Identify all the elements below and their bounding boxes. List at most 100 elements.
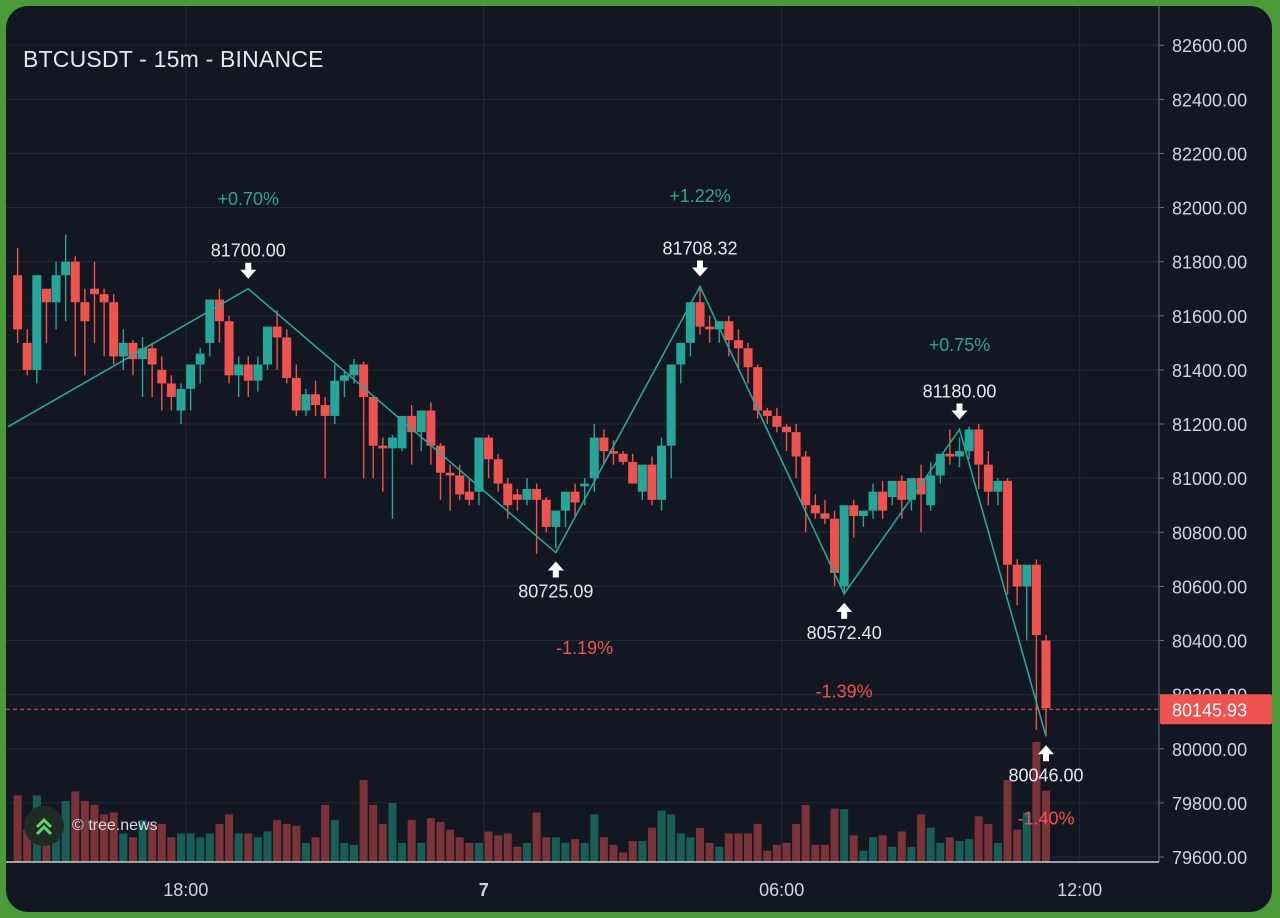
swing-low-label: 80046.00	[1008, 765, 1083, 785]
candle-body	[733, 340, 743, 349]
x-tick-label: 12:00	[1057, 880, 1102, 900]
volume-bar	[186, 833, 195, 862]
volume-bar	[407, 820, 416, 862]
y-tick-label: 82000.00	[1172, 199, 1247, 219]
candle-body	[599, 437, 609, 452]
volume-bar	[378, 823, 387, 862]
volume-bar	[532, 812, 541, 862]
volume-bar	[840, 809, 849, 862]
candle-body	[214, 299, 224, 322]
volume-bar	[926, 827, 935, 862]
candle-body	[426, 410, 436, 446]
candle-body	[724, 321, 734, 341]
candle-body	[926, 475, 936, 506]
candle-body	[493, 459, 503, 484]
percent-annotation: -1.39%	[816, 681, 873, 701]
volume-bar	[551, 837, 560, 862]
candle-body	[195, 353, 205, 365]
candlestick-chart[interactable]: 81700.00 80725.09 81708.32 80572.40 81180.00…	[6, 6, 1272, 912]
volume-bar	[638, 841, 647, 862]
y-tick-label: 82600.00	[1172, 36, 1247, 56]
candle-body	[541, 499, 551, 527]
volume-bar	[820, 844, 829, 862]
volume-bar	[359, 780, 368, 862]
x-tick-label: 18:00	[163, 880, 208, 900]
volume-bar	[90, 804, 99, 862]
candle-body	[128, 342, 138, 360]
volume-bar	[628, 841, 637, 862]
candle-body	[657, 445, 667, 500]
y-tick-label: 79600.00	[1172, 848, 1247, 868]
volume-bar	[869, 837, 877, 862]
y-tick-label: 80600.00	[1172, 577, 1247, 597]
volume-bar	[455, 837, 464, 862]
candle-body	[147, 348, 157, 365]
volume-bar	[907, 846, 916, 862]
percent-annotation: +1.22%	[669, 186, 731, 206]
volume-bar	[503, 833, 512, 862]
candle-body	[80, 302, 90, 322]
candle-body	[311, 394, 321, 406]
volume-bar	[772, 844, 781, 862]
volume-bar	[1022, 812, 1031, 862]
candle-body	[906, 478, 916, 500]
volume-bar	[234, 833, 243, 862]
y-tick-label: 81200.00	[1172, 415, 1247, 435]
candle-body	[762, 410, 772, 416]
volume-bar	[657, 810, 666, 862]
volume-bar	[936, 842, 945, 862]
volume-bar	[696, 828, 704, 862]
candle-body	[109, 302, 119, 357]
volume-bar	[205, 833, 214, 862]
swing-high-label: 81708.32	[662, 238, 737, 258]
candle-body	[474, 437, 484, 492]
candle-body	[320, 405, 330, 416]
x-tick-label: 06:00	[759, 880, 804, 900]
volume-bar	[686, 837, 695, 862]
volume-bar	[647, 827, 656, 862]
volume-bar	[196, 837, 205, 862]
volume-bar	[705, 842, 714, 862]
candle-body	[743, 348, 753, 368]
candle-body	[339, 375, 349, 381]
candle-body	[849, 505, 859, 517]
volume-bar	[763, 850, 772, 862]
volume-bar	[465, 842, 474, 862]
volume-bar	[599, 837, 608, 862]
candle-body	[157, 369, 167, 384]
candle-body	[503, 483, 513, 506]
candle-body	[51, 275, 61, 303]
candle-body	[397, 415, 407, 449]
candle-body	[628, 461, 638, 484]
candle-body	[830, 518, 840, 573]
volume-bar	[13, 795, 22, 862]
swing-high-label: 81180.00	[923, 381, 997, 401]
y-tick-label: 79800.00	[1172, 794, 1247, 814]
candle-body	[791, 432, 801, 457]
volume-bar	[993, 842, 1002, 862]
candle-body	[897, 480, 907, 500]
volume-bar	[917, 814, 926, 862]
percent-annotation: -1.40%	[1017, 809, 1074, 829]
volume-bar	[744, 833, 753, 862]
volume-bar	[753, 823, 762, 862]
candle-body	[1022, 564, 1032, 587]
volume-bar	[369, 804, 378, 862]
percent-annotation: +0.70%	[217, 189, 279, 209]
candle-body	[176, 388, 186, 411]
volume-bar	[417, 842, 426, 862]
volume-bar	[253, 837, 262, 862]
candle-body	[484, 437, 494, 460]
candle-body	[589, 437, 599, 479]
arrow-down-icon	[240, 262, 257, 279]
y-tick-label: 81400.00	[1172, 361, 1247, 381]
volume-bar	[984, 823, 993, 862]
candle-body	[685, 302, 695, 343]
candle-body	[772, 415, 782, 427]
candle-body	[974, 429, 984, 465]
volume-bar	[225, 814, 234, 862]
y-tick-label: 80800.00	[1172, 523, 1247, 543]
swing-low-label: 80725.09	[518, 582, 593, 602]
volume-bar	[897, 831, 906, 862]
candle-body	[118, 342, 128, 357]
